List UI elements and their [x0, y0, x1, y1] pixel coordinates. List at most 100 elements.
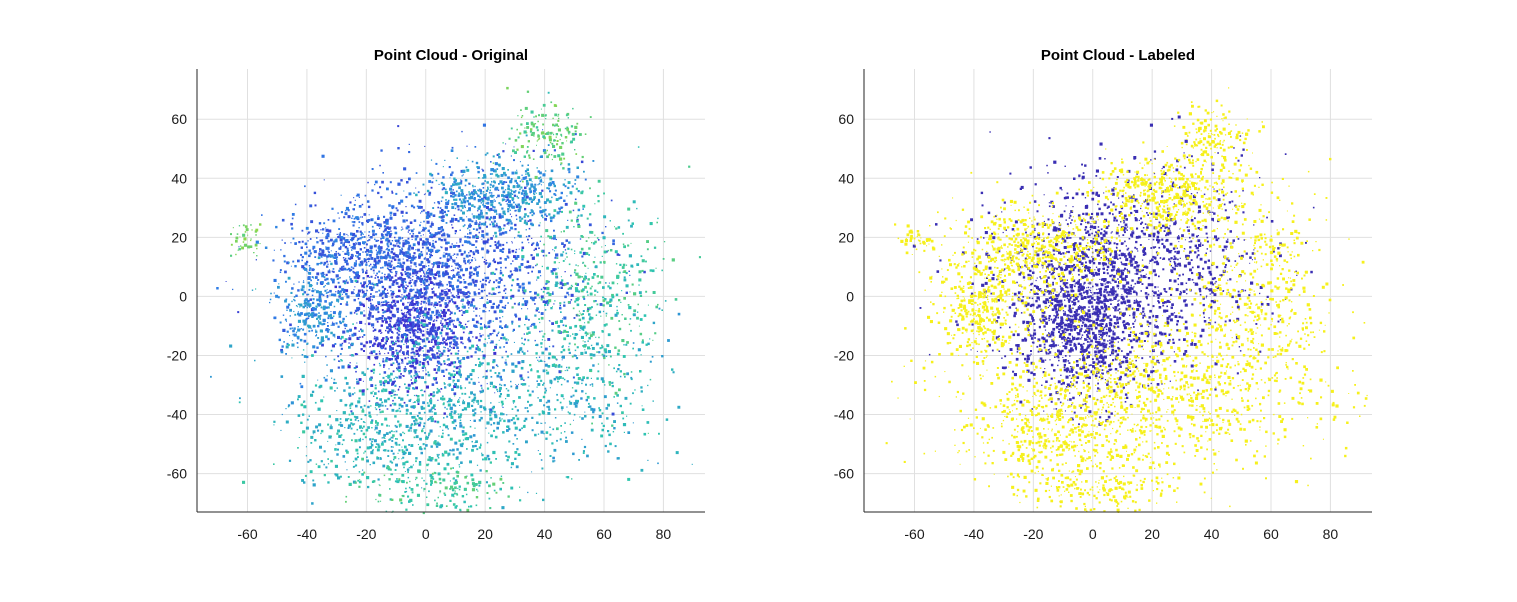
point	[489, 381, 493, 385]
point	[652, 400, 654, 402]
point	[407, 294, 409, 296]
point	[524, 220, 526, 223]
point	[482, 187, 485, 189]
point	[510, 189, 512, 191]
point	[391, 301, 393, 303]
point	[371, 168, 374, 170]
point	[431, 417, 434, 420]
point	[428, 322, 431, 324]
point	[297, 306, 299, 308]
point	[425, 276, 428, 278]
point	[471, 220, 474, 223]
point	[429, 212, 433, 216]
point	[503, 306, 506, 309]
point	[294, 203, 297, 206]
point	[394, 274, 397, 277]
point	[496, 174, 500, 178]
point	[415, 394, 418, 397]
point	[675, 451, 679, 455]
point	[306, 355, 309, 359]
point	[323, 322, 326, 325]
point	[419, 315, 422, 317]
point	[568, 351, 571, 354]
point	[646, 421, 650, 424]
point	[490, 177, 492, 179]
point	[478, 446, 482, 449]
point	[492, 235, 494, 237]
point	[322, 294, 325, 297]
point	[337, 236, 340, 239]
point	[333, 381, 336, 384]
point	[568, 400, 571, 403]
point	[310, 442, 313, 444]
point	[485, 197, 488, 199]
point	[451, 332, 454, 335]
point	[343, 267, 347, 271]
point	[561, 355, 565, 359]
point	[482, 204, 484, 206]
point	[464, 206, 466, 209]
point	[474, 206, 476, 208]
point	[450, 173, 453, 177]
point	[484, 303, 486, 306]
point	[421, 292, 424, 294]
point	[454, 230, 457, 233]
point	[492, 320, 494, 322]
point	[450, 185, 453, 188]
point	[539, 453, 541, 455]
point	[452, 274, 456, 278]
point	[321, 253, 324, 256]
point	[290, 222, 293, 226]
point	[486, 197, 490, 201]
point	[514, 405, 517, 408]
point	[502, 413, 505, 416]
point	[306, 418, 309, 421]
point	[356, 255, 359, 258]
point	[482, 304, 487, 308]
point	[426, 252, 428, 254]
point	[420, 332, 422, 334]
point	[474, 427, 476, 429]
point	[450, 277, 453, 280]
point	[449, 341, 452, 345]
point	[382, 360, 385, 363]
point	[439, 257, 441, 259]
point	[364, 422, 366, 424]
point	[567, 219, 569, 221]
point	[401, 297, 404, 300]
point	[372, 438, 374, 441]
point	[315, 335, 317, 337]
point	[304, 262, 308, 266]
point	[392, 280, 396, 284]
point	[442, 166, 444, 168]
point	[378, 244, 380, 247]
point	[435, 319, 438, 322]
point	[447, 336, 449, 338]
point	[424, 320, 426, 323]
point	[497, 261, 500, 265]
point	[456, 279, 460, 282]
point	[453, 344, 456, 346]
point	[311, 290, 313, 292]
point	[433, 412, 437, 415]
point	[327, 314, 331, 318]
point	[400, 296, 402, 298]
point	[481, 387, 483, 389]
point	[501, 194, 504, 197]
point	[568, 342, 571, 345]
point	[531, 429, 534, 432]
point	[452, 324, 454, 326]
point	[509, 203, 513, 207]
point	[544, 387, 547, 390]
point	[440, 200, 443, 202]
point	[366, 446, 370, 450]
point	[303, 291, 306, 294]
point	[612, 242, 615, 246]
point	[495, 458, 497, 460]
point	[412, 255, 415, 258]
point	[474, 351, 477, 354]
point	[558, 208, 561, 211]
point	[445, 248, 448, 251]
point	[469, 275, 472, 278]
point	[348, 269, 352, 272]
